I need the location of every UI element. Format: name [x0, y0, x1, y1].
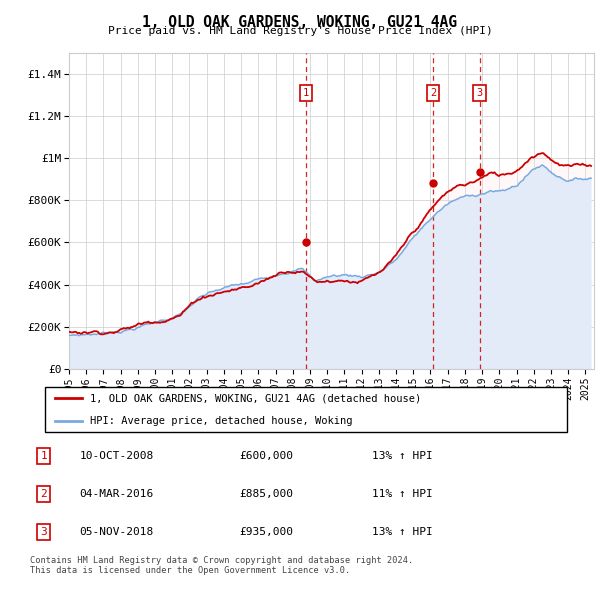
FancyBboxPatch shape: [44, 387, 568, 432]
Text: 11% ↑ HPI: 11% ↑ HPI: [372, 489, 433, 499]
Text: £935,000: £935,000: [240, 527, 294, 537]
Text: 13% ↑ HPI: 13% ↑ HPI: [372, 451, 433, 461]
Text: 05-NOV-2018: 05-NOV-2018: [80, 527, 154, 537]
Text: 3: 3: [476, 88, 482, 98]
Text: 2: 2: [430, 88, 437, 98]
Text: 1, OLD OAK GARDENS, WOKING, GU21 4AG: 1, OLD OAK GARDENS, WOKING, GU21 4AG: [143, 15, 458, 30]
Text: 2: 2: [40, 489, 47, 499]
Text: £885,000: £885,000: [240, 489, 294, 499]
Text: 3: 3: [40, 527, 47, 537]
Text: 1: 1: [40, 451, 47, 461]
Text: 1, OLD OAK GARDENS, WOKING, GU21 4AG (detached house): 1, OLD OAK GARDENS, WOKING, GU21 4AG (de…: [89, 394, 421, 404]
Text: 10-OCT-2008: 10-OCT-2008: [80, 451, 154, 461]
Text: Contains HM Land Registry data © Crown copyright and database right 2024.
This d: Contains HM Land Registry data © Crown c…: [30, 556, 413, 575]
Text: Price paid vs. HM Land Registry's House Price Index (HPI): Price paid vs. HM Land Registry's House …: [107, 26, 493, 36]
Text: £600,000: £600,000: [240, 451, 294, 461]
Text: 04-MAR-2016: 04-MAR-2016: [80, 489, 154, 499]
Text: 13% ↑ HPI: 13% ↑ HPI: [372, 527, 433, 537]
Text: 1: 1: [303, 88, 310, 98]
Text: HPI: Average price, detached house, Woking: HPI: Average price, detached house, Woki…: [89, 415, 352, 425]
